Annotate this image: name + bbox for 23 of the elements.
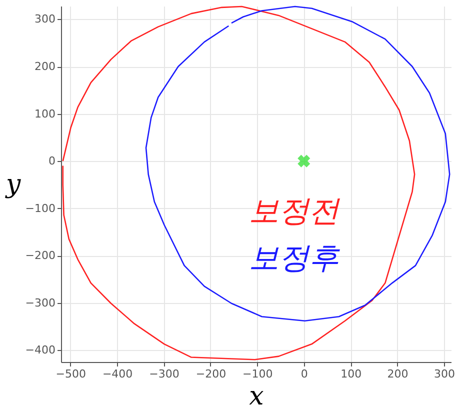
x-tick-label: −200 xyxy=(196,368,226,380)
x-tick-label: 100 xyxy=(340,368,362,380)
x-tick-label: −400 xyxy=(102,368,133,380)
y-tick-label: 0 xyxy=(48,154,56,168)
x-axis-title: x xyxy=(249,382,264,412)
x-tick-label: 0 xyxy=(300,368,308,380)
x-tick-label: 200 xyxy=(387,368,408,380)
x-tick-label: 300 xyxy=(434,368,455,380)
series-label: 보정후 xyxy=(248,240,340,276)
y-tick-label: −200 xyxy=(25,249,56,262)
y-tick-label: −300 xyxy=(25,296,56,310)
x-tick-label: −100 xyxy=(242,368,273,380)
y-tick-label: 300 xyxy=(34,12,56,26)
y-axis-title: y xyxy=(4,170,21,200)
y-tick-label: −400 xyxy=(25,344,56,357)
series-label: 보정전 xyxy=(248,194,341,229)
line-series xyxy=(62,6,416,360)
y-tick-label: −100 xyxy=(25,202,56,215)
x-tick-label: −500 xyxy=(56,368,86,380)
x-tick-label: −300 xyxy=(149,368,180,380)
y-tick-label: 100 xyxy=(34,107,56,120)
line-series xyxy=(145,6,450,322)
y-tick-label: 200 xyxy=(34,60,56,74)
